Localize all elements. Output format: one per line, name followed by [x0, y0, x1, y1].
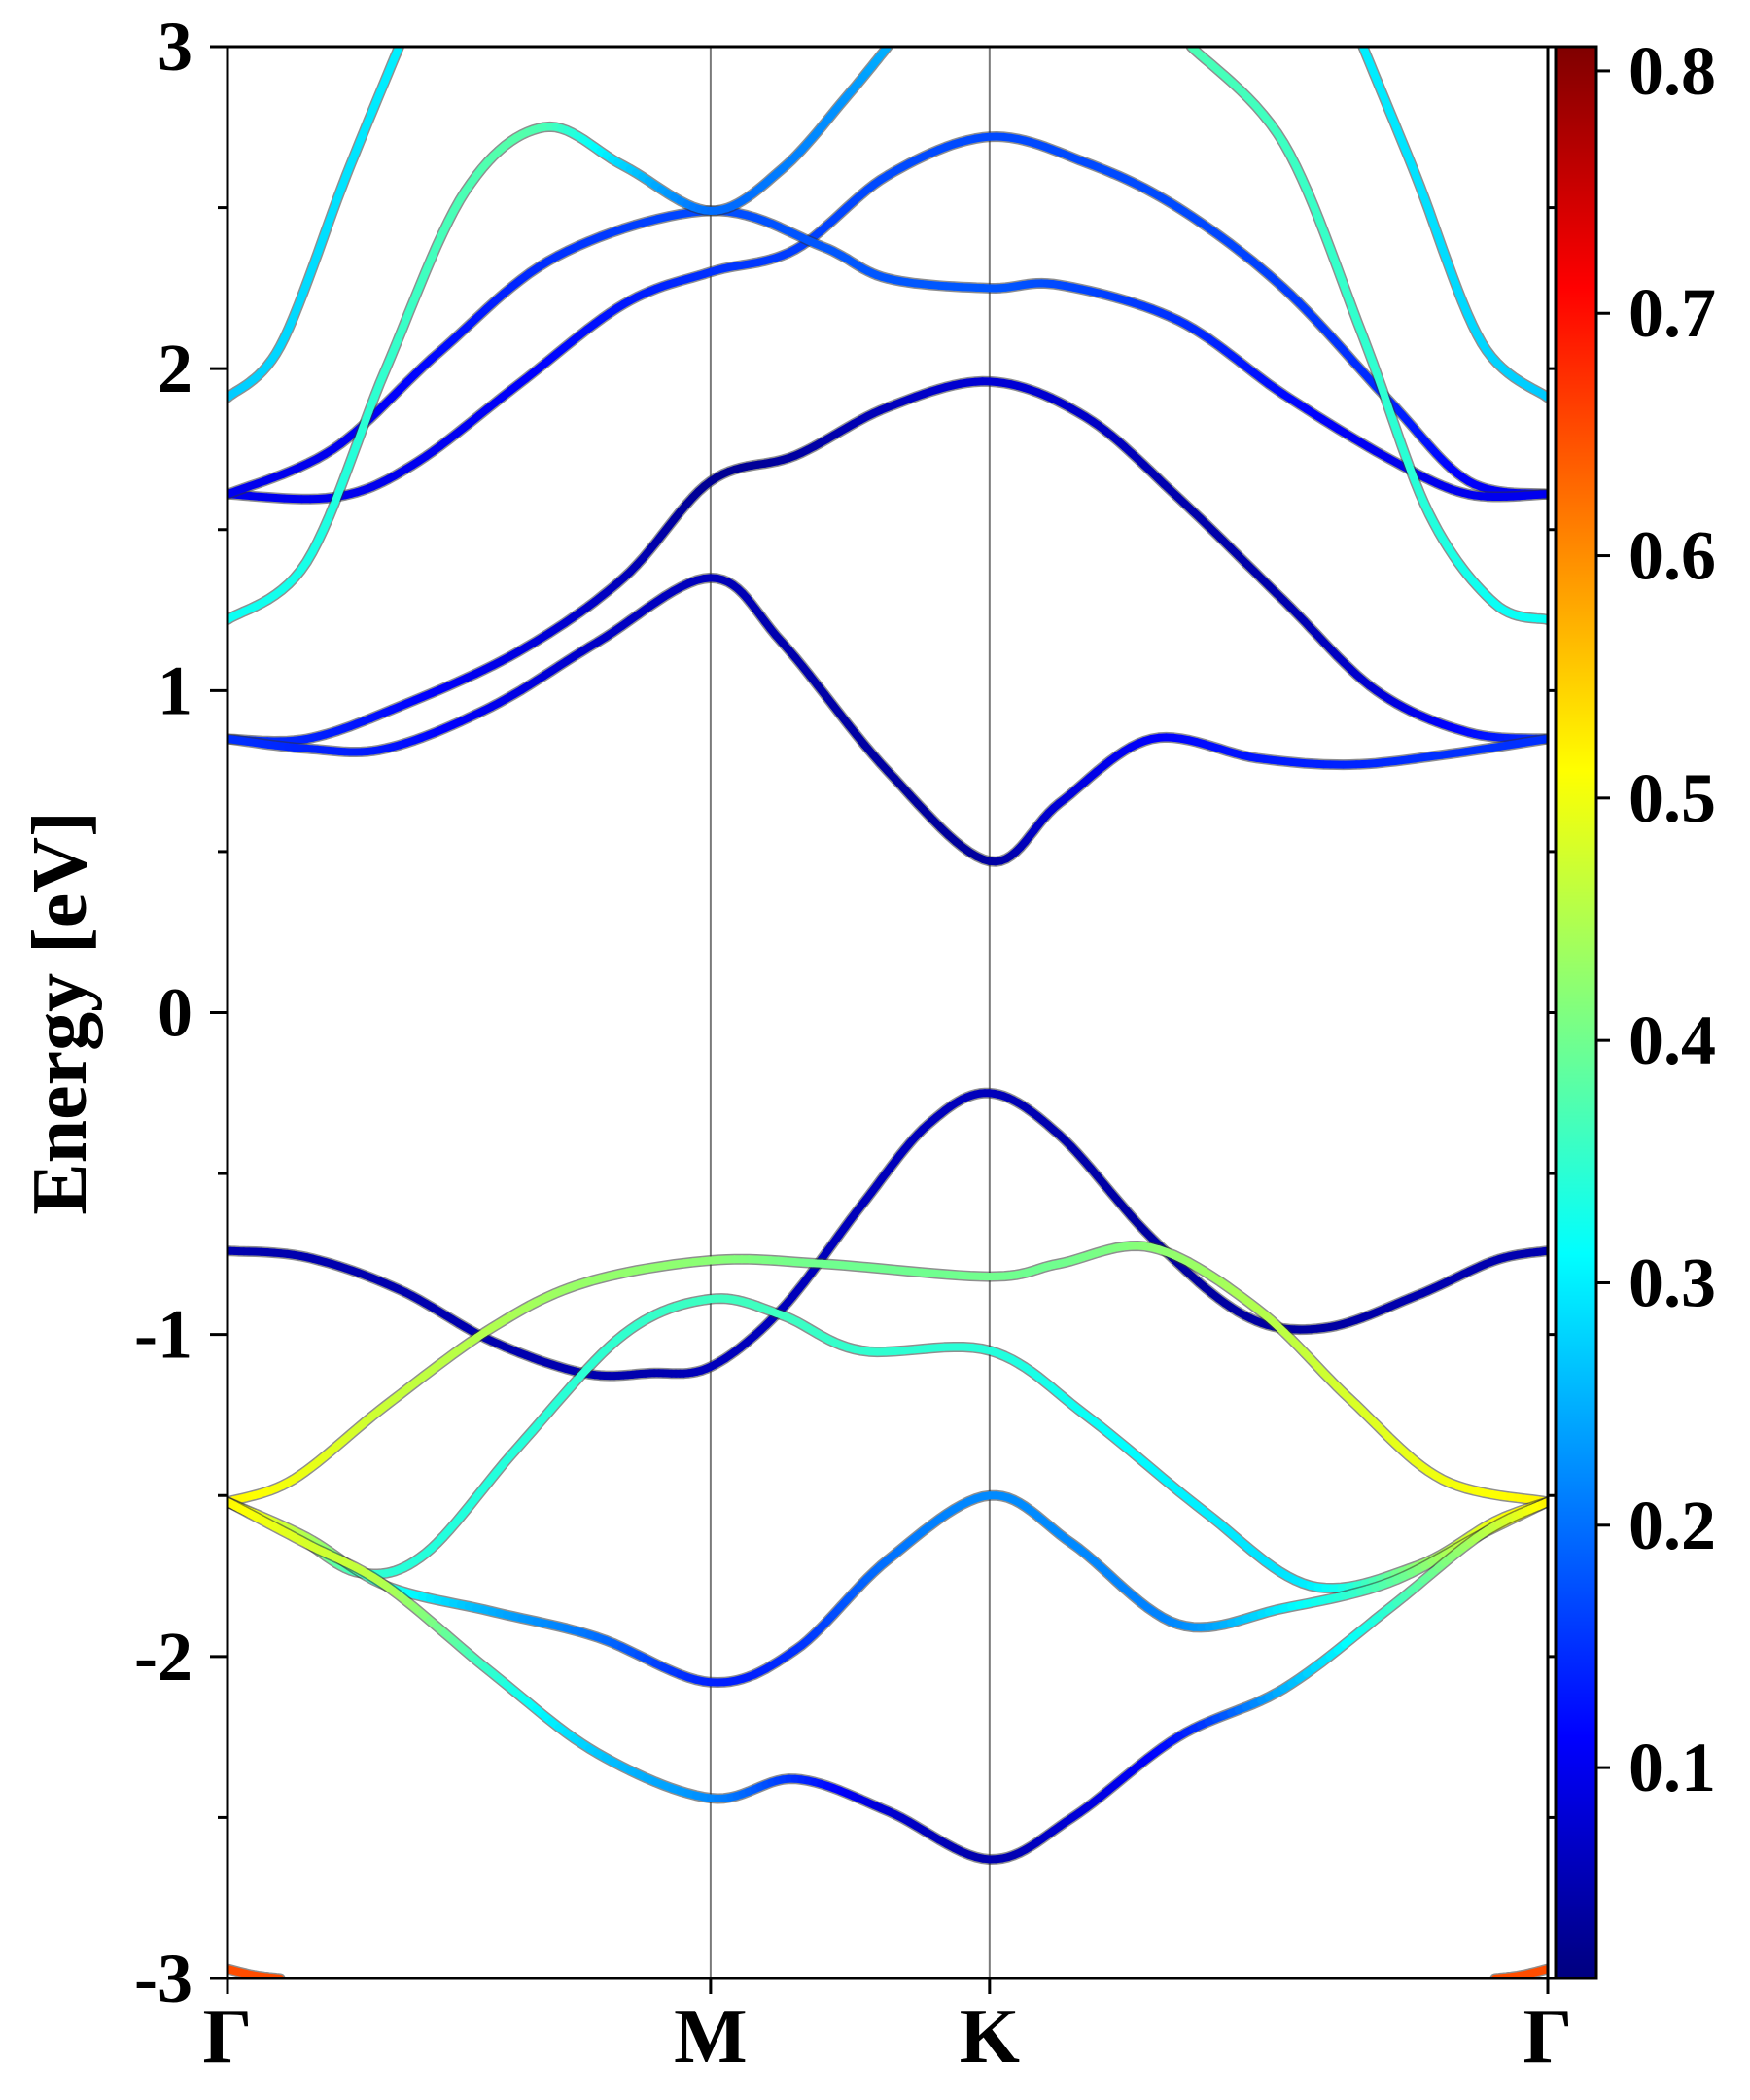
- band-outline: [228, 131, 1548, 505]
- band-4: [228, 1489, 1548, 1688]
- y-tick-label: 0: [158, 974, 192, 1052]
- band-outline: [228, 1087, 1548, 1382]
- band-13: [1357, 47, 1548, 403]
- x-tick-label: Γ: [1523, 1994, 1573, 2080]
- band-outline: [228, 1489, 1548, 1688]
- high-symmetry-lines: [709, 47, 991, 1978]
- x-tick-label: K: [960, 1994, 1020, 2080]
- band-outline: [228, 572, 1548, 867]
- band-5: [228, 1496, 1548, 1865]
- y-tick-label: -1: [134, 1296, 192, 1374]
- band-3: [228, 1293, 1548, 1593]
- band-lines: [228, 47, 1548, 1978]
- band-11: [1185, 47, 1548, 625]
- colorbar-tick-label: 0.6: [1628, 517, 1716, 595]
- band-outline: [228, 1293, 1548, 1593]
- x-tick-label: M: [674, 1994, 748, 2080]
- band-outline: [1185, 47, 1548, 625]
- band-outline: [228, 47, 893, 625]
- y-tick-label: -3: [134, 1940, 192, 2017]
- colorbar: [1554, 45, 1598, 1980]
- band-12: [228, 47, 404, 403]
- y-tick-label: 3: [158, 8, 192, 86]
- colorbar-tick-label: 0.2: [1628, 1487, 1716, 1564]
- colorbar-tick-label: 0.8: [1628, 32, 1716, 110]
- band-10: [228, 47, 893, 625]
- band-2: [228, 1241, 1548, 1508]
- band-outline: [1357, 47, 1548, 403]
- y-axis-ticks: -3 -2 -1 0 1 2 3: [134, 8, 1565, 2017]
- colorbar-tick-label: 0.7: [1628, 274, 1716, 352]
- y-axis-label: Energy [eV]: [18, 811, 103, 1214]
- colorbar-tick-label: 0.3: [1628, 1243, 1716, 1321]
- colorbar-ticks: 0.1 0.2 0.3 0.4 0.5 0.6 0.7 0.8: [1596, 32, 1716, 1806]
- y-tick-label: 2: [158, 330, 192, 407]
- plot-frame: [226, 45, 1550, 1980]
- colorbar-tick-label: 0.5: [1628, 759, 1716, 837]
- band-7: [228, 572, 1548, 867]
- band-1: [228, 1087, 1548, 1382]
- band-8: [228, 131, 1548, 505]
- y-tick-label: -2: [134, 1618, 192, 1696]
- colorbar-tick-label: 0.1: [1628, 1729, 1716, 1806]
- y-tick-label: 1: [158, 651, 192, 729]
- x-tick-label: Γ: [203, 1994, 253, 2080]
- colorbar-tick-label: 0.4: [1628, 1001, 1716, 1079]
